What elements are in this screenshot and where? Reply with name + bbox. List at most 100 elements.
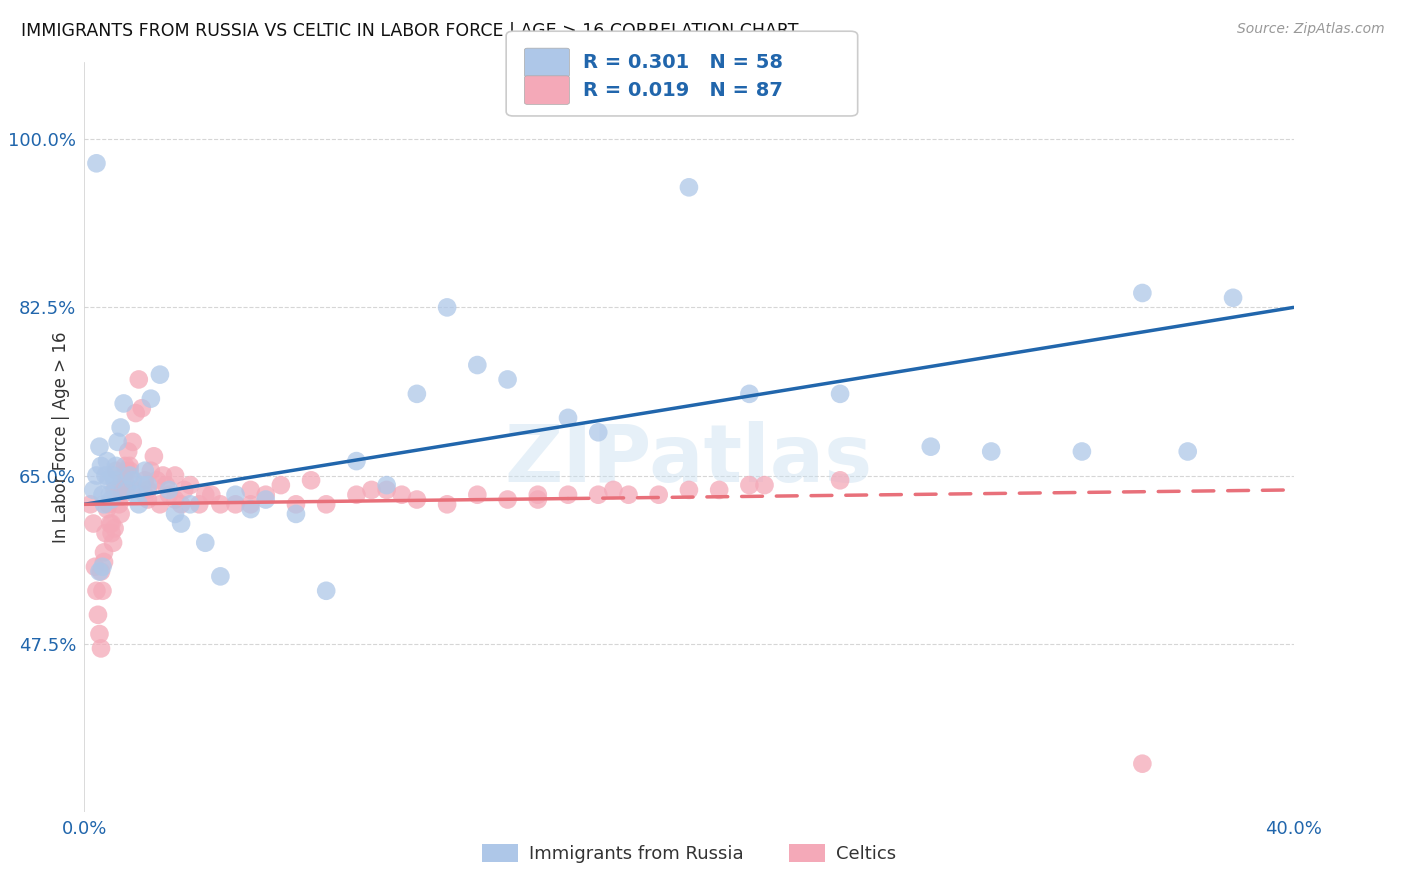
Point: [131, 478, 153, 492]
Point: [754, 478, 776, 492]
Point: [170, 497, 193, 511]
Text: R = 0.301   N = 58: R = 0.301 N = 58: [583, 53, 783, 72]
Point: [146, 473, 169, 487]
Point: [270, 478, 292, 492]
Point: [96, 502, 118, 516]
Point: [254, 488, 277, 502]
Point: [830, 473, 852, 487]
Point: [86, 468, 108, 483]
Point: [105, 458, 128, 473]
Point: [557, 488, 579, 502]
Point: [830, 387, 852, 401]
Point: [165, 468, 187, 483]
Point: [100, 526, 122, 541]
Point: [134, 488, 156, 502]
Point: [91, 559, 114, 574]
Point: [89, 565, 111, 579]
Point: [91, 488, 114, 502]
Point: [678, 180, 700, 194]
Point: [375, 478, 398, 492]
Point: [97, 497, 120, 511]
Point: [96, 454, 118, 468]
Point: [648, 488, 671, 502]
Point: [110, 478, 132, 492]
Point: [134, 464, 156, 478]
Point: [118, 464, 141, 478]
Point: [114, 458, 136, 473]
Point: [285, 507, 308, 521]
Point: [588, 425, 610, 440]
Point: [738, 387, 761, 401]
Point: [139, 464, 162, 478]
Point: [391, 488, 413, 502]
Point: [104, 521, 127, 535]
Point: [200, 488, 222, 502]
Point: [527, 488, 550, 502]
Point: [1132, 756, 1154, 771]
Point: [100, 492, 122, 507]
Point: [115, 464, 138, 478]
Point: [86, 583, 108, 598]
Point: [315, 497, 337, 511]
Point: [98, 516, 121, 531]
Point: [89, 627, 111, 641]
Point: [360, 483, 382, 497]
Point: [125, 488, 148, 502]
Point: [678, 483, 700, 497]
Point: [97, 473, 120, 487]
Point: [101, 535, 124, 549]
Point: [136, 483, 159, 497]
Point: [136, 478, 159, 492]
Point: [104, 483, 127, 497]
Point: [115, 478, 138, 492]
Point: [82, 516, 104, 531]
Point: [239, 497, 262, 511]
Point: [152, 468, 174, 483]
Point: [436, 497, 458, 511]
Point: [90, 641, 112, 656]
Point: [588, 488, 610, 502]
Point: [406, 492, 429, 507]
Point: [406, 387, 429, 401]
Point: [239, 502, 262, 516]
Point: [94, 468, 117, 483]
Point: [118, 468, 141, 483]
Point: [121, 483, 143, 497]
Point: [1222, 291, 1244, 305]
Point: [134, 473, 156, 487]
Point: [90, 458, 112, 473]
Point: [225, 497, 247, 511]
Point: [117, 444, 139, 458]
Point: [82, 483, 104, 497]
Point: [93, 497, 115, 511]
Point: [920, 440, 942, 454]
Point: [112, 468, 135, 483]
Point: [1071, 444, 1094, 458]
Point: [165, 507, 187, 521]
Point: [149, 497, 172, 511]
Y-axis label: In Labor Force | Age > 16: In Labor Force | Age > 16: [52, 331, 70, 543]
Text: R = 0.019   N = 87: R = 0.019 N = 87: [583, 80, 783, 100]
Point: [121, 434, 143, 449]
Point: [1177, 444, 1199, 458]
Point: [179, 497, 201, 511]
Point: [980, 444, 1002, 458]
Point: [90, 565, 112, 579]
Point: [112, 396, 135, 410]
Point: [87, 607, 110, 622]
Point: [155, 478, 177, 492]
Point: [157, 483, 180, 497]
Point: [108, 497, 131, 511]
Point: [128, 497, 150, 511]
Point: [173, 483, 195, 497]
Point: [110, 507, 132, 521]
Text: ZIPatlas: ZIPatlas: [505, 420, 873, 499]
Point: [299, 473, 322, 487]
Point: [375, 483, 398, 497]
Point: [738, 478, 761, 492]
Point: [709, 483, 731, 497]
Point: [496, 372, 519, 386]
Point: [285, 497, 308, 511]
Point: [98, 488, 121, 502]
Point: [93, 555, 115, 569]
